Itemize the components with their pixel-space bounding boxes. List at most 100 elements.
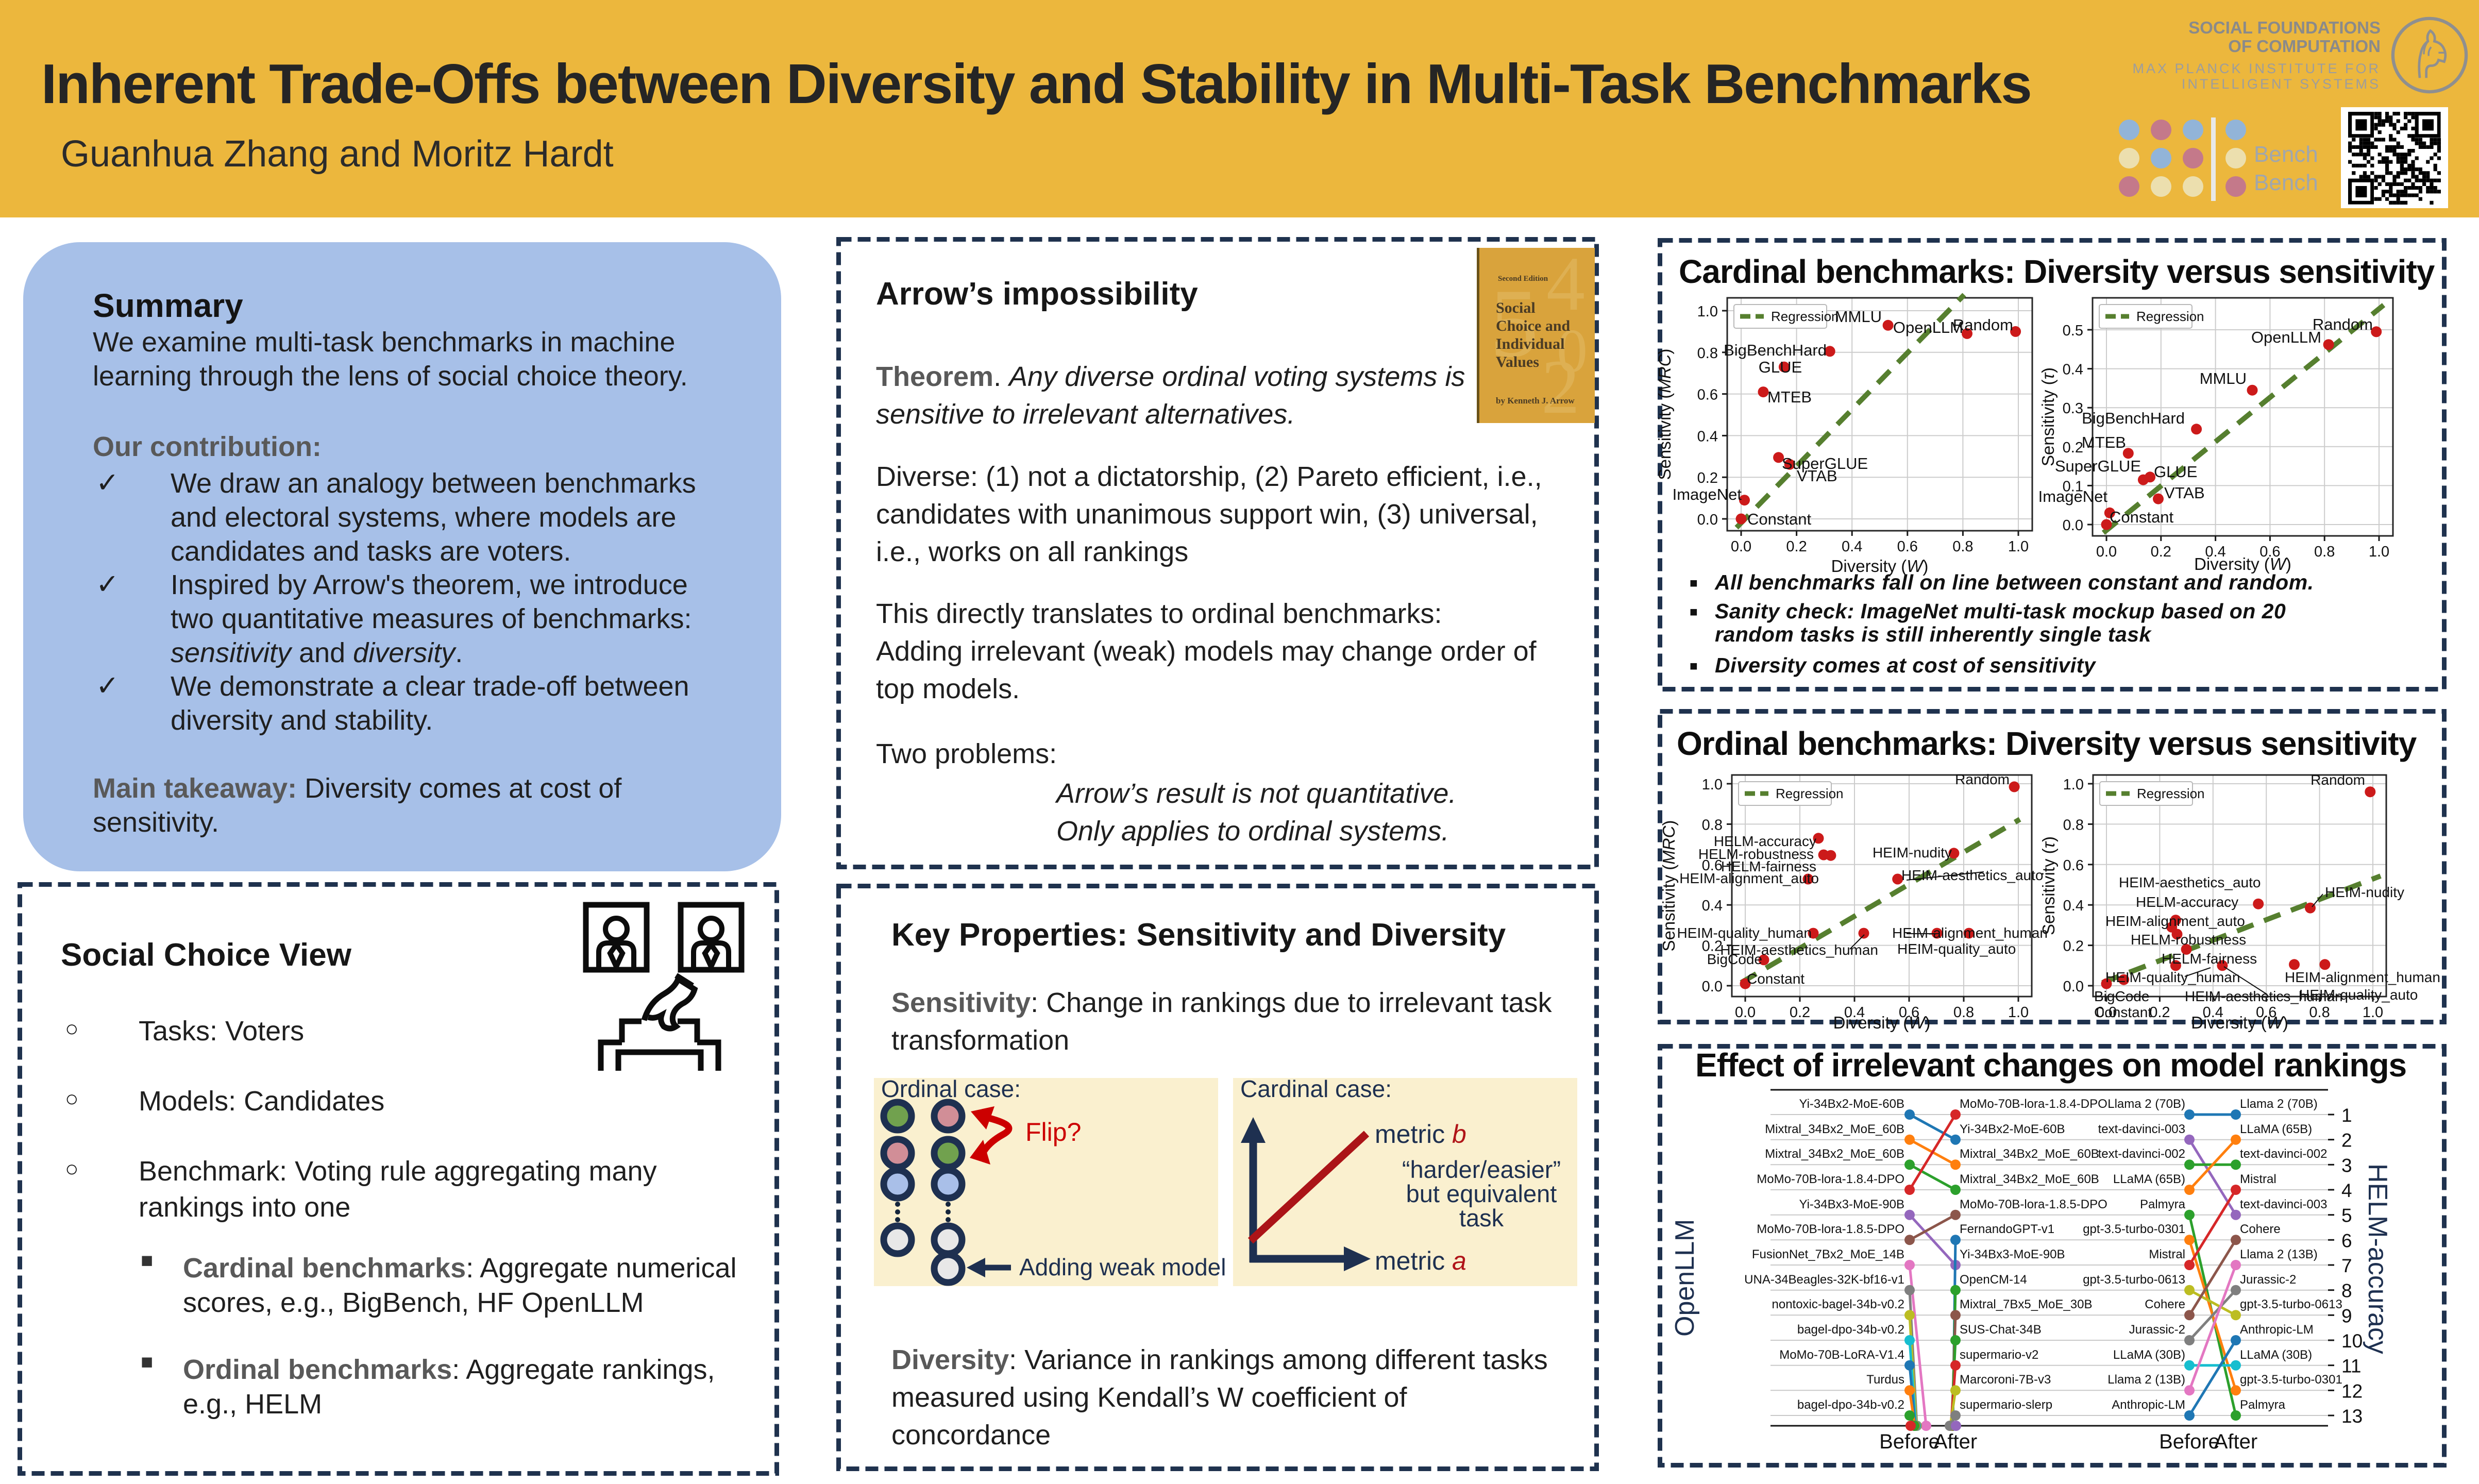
svg-text:HEIM-aesthetics_auto: HEIM-aesthetics_auto [2119, 874, 2261, 890]
svg-text:0.2: 0.2 [1697, 470, 1718, 486]
svg-text:0.4: 0.4 [2063, 362, 2083, 378]
svg-text:0.2: 0.2 [2063, 440, 2083, 456]
svg-text:0.4: 0.4 [1844, 1004, 1865, 1021]
svg-text:6: 6 [2341, 1230, 2352, 1251]
svg-text:0: 0 [1557, 316, 1588, 385]
svg-text:1.0: 1.0 [1702, 777, 1723, 793]
svg-text:SuperGLUE: SuperGLUE [1782, 454, 1868, 473]
svg-text:HEIM-alignment_human: HEIM-alignment_human [2285, 969, 2440, 985]
svg-text:0.6: 0.6 [1702, 857, 1723, 874]
svg-text:Constant: Constant [2094, 1004, 2152, 1020]
svg-text:9: 9 [2341, 1305, 2352, 1326]
svg-text:Constant: Constant [1747, 971, 1805, 987]
svg-text:0.4: 0.4 [2205, 544, 2225, 560]
svg-text:0.8: 0.8 [2309, 1004, 2330, 1021]
svg-text:HEIM-quality_human: HEIM-quality_human [2105, 969, 2240, 985]
svg-text:0.8: 0.8 [1697, 345, 1718, 362]
svg-text:0.8: 0.8 [2063, 817, 2084, 833]
svg-text:1: 1 [2341, 1105, 2352, 1126]
svg-text:0.0: 0.0 [2096, 1004, 2117, 1021]
svg-text:0.1: 0.1 [2063, 478, 2083, 495]
svg-text:BigCode: BigCode [2094, 988, 2149, 1004]
svg-text:Sensitivity (τ): Sensitivity (τ) [2038, 367, 2058, 466]
svg-text:OpenLLM: OpenLLM [1893, 318, 1963, 336]
svg-text:0.6: 0.6 [1897, 538, 1918, 555]
svg-text:13: 13 [2341, 1406, 2363, 1427]
svg-text:0.2: 0.2 [2063, 938, 2084, 955]
svg-text:Regression: Regression [2136, 309, 2204, 324]
svg-text:Values: Values [1496, 353, 1539, 370]
svg-text:1.0: 1.0 [2008, 538, 2029, 555]
svg-text:MTEB: MTEB [2082, 433, 2126, 451]
svg-text:MMLU: MMLU [2200, 369, 2247, 387]
svg-text:1.0: 1.0 [2369, 544, 2389, 560]
svg-text:HEIM-aesthetics_auto: HEIM-aesthetics_auto [1901, 867, 2043, 883]
svg-text:0.4: 0.4 [2063, 898, 2084, 914]
svg-text:0.6: 0.6 [2259, 544, 2280, 560]
svg-text:Random: Random [2311, 772, 2365, 788]
svg-text:Regression: Regression [1776, 786, 1844, 801]
svg-text:0.8: 0.8 [1952, 538, 1973, 555]
svg-text:Diversity (W): Diversity (W) [1831, 556, 1929, 576]
svg-text:0.2: 0.2 [2149, 1004, 2170, 1021]
svg-text:Diversity (W): Diversity (W) [2191, 1013, 2288, 1032]
svg-text:ImageNet: ImageNet [1673, 485, 1742, 503]
svg-text:HEIM-quality_human: HEIM-quality_human [1677, 925, 1812, 941]
svg-text:0.0: 0.0 [2096, 544, 2117, 560]
svg-text:ImageNet: ImageNet [2038, 487, 2108, 505]
svg-text:BigCode: BigCode [1707, 951, 1762, 967]
svg-text:Random: Random [1953, 316, 2013, 334]
svg-text:7: 7 [2341, 1255, 2352, 1276]
svg-text:GLUE: GLUE [2154, 463, 2197, 481]
svg-text:HELM-accuracy: HELM-accuracy [2136, 894, 2238, 910]
svg-text:Random: Random [2313, 315, 2373, 333]
svg-text:3: 3 [2341, 1155, 2352, 1176]
svg-text:11: 11 [2341, 1356, 2361, 1377]
svg-text:0.2: 0.2 [2151, 544, 2171, 560]
svg-text:4: 4 [2341, 1180, 2352, 1201]
svg-text:0.5: 0.5 [2063, 323, 2083, 339]
svg-text:0.6: 0.6 [1899, 1004, 1919, 1021]
svg-text:HEIM-alignment_auto: HEIM-alignment_auto [1679, 870, 1819, 886]
svg-text:1.0: 1.0 [1697, 303, 1718, 320]
svg-text:0.4: 0.4 [1702, 898, 1723, 914]
svg-text:BigBenchHard: BigBenchHard [1724, 341, 1827, 359]
svg-text:0.8: 0.8 [2314, 544, 2335, 560]
svg-text:HELM-robustness: HELM-robustness [2131, 932, 2246, 948]
svg-text:MTEB: MTEB [1767, 388, 1812, 406]
svg-text:HEIM-quality_auto: HEIM-quality_auto [1897, 941, 2016, 957]
svg-text:HELM-accuracy: HELM-accuracy [1714, 833, 1816, 849]
svg-text:0.6: 0.6 [2256, 1004, 2276, 1021]
svg-text:2: 2 [1541, 344, 1580, 423]
svg-text:0.3: 0.3 [2063, 400, 2083, 417]
svg-text:HELM-fairness: HELM-fairness [2162, 951, 2257, 967]
svg-text:OpenLLM: OpenLLM [2251, 328, 2321, 346]
svg-text:VTAB: VTAB [1797, 467, 1837, 485]
svg-text:SuperGLUE: SuperGLUE [2055, 457, 2141, 475]
svg-text:5: 5 [2341, 1205, 2352, 1226]
svg-text:Second Edition: Second Edition [1498, 275, 1548, 283]
svg-text:HELM-robustness: HELM-robustness [1698, 846, 1814, 862]
svg-text:0.0: 0.0 [2063, 517, 2083, 534]
svg-text:0.0: 0.0 [2063, 979, 2084, 995]
svg-text:HEIM-aesthetics_human: HEIM-aesthetics_human [1720, 942, 1878, 958]
svg-text:HEIM-nudity: HEIM-nudity [1873, 845, 1952, 861]
svg-text:Sensitivity (MRC): Sensitivity (MRC) [1655, 349, 1674, 480]
svg-text:0.6: 0.6 [1697, 387, 1718, 403]
svg-text:Sensitivity (τ): Sensitivity (τ) [2039, 836, 2058, 935]
svg-text:GLUE: GLUE [1759, 358, 1802, 376]
svg-text:4: 4 [1546, 248, 1585, 327]
svg-text:0.8: 0.8 [1702, 817, 1723, 833]
svg-text:0.4: 0.4 [1842, 538, 1862, 555]
svg-text:0.4: 0.4 [1697, 428, 1718, 445]
svg-text:8: 8 [2341, 1280, 2352, 1302]
svg-text:2: 2 [2341, 1130, 2352, 1151]
svg-text:1.0: 1.0 [2008, 1004, 2029, 1021]
svg-text:0.6: 0.6 [2063, 857, 2084, 874]
svg-text:Regression: Regression [2137, 786, 2205, 801]
svg-text:0.2: 0.2 [1790, 1004, 1810, 1021]
svg-text:0.0: 0.0 [1702, 979, 1723, 995]
svg-text:1.0: 1.0 [2363, 1004, 2383, 1021]
svg-text:Constant: Constant [1747, 510, 1811, 528]
svg-text:10: 10 [2341, 1330, 2363, 1352]
